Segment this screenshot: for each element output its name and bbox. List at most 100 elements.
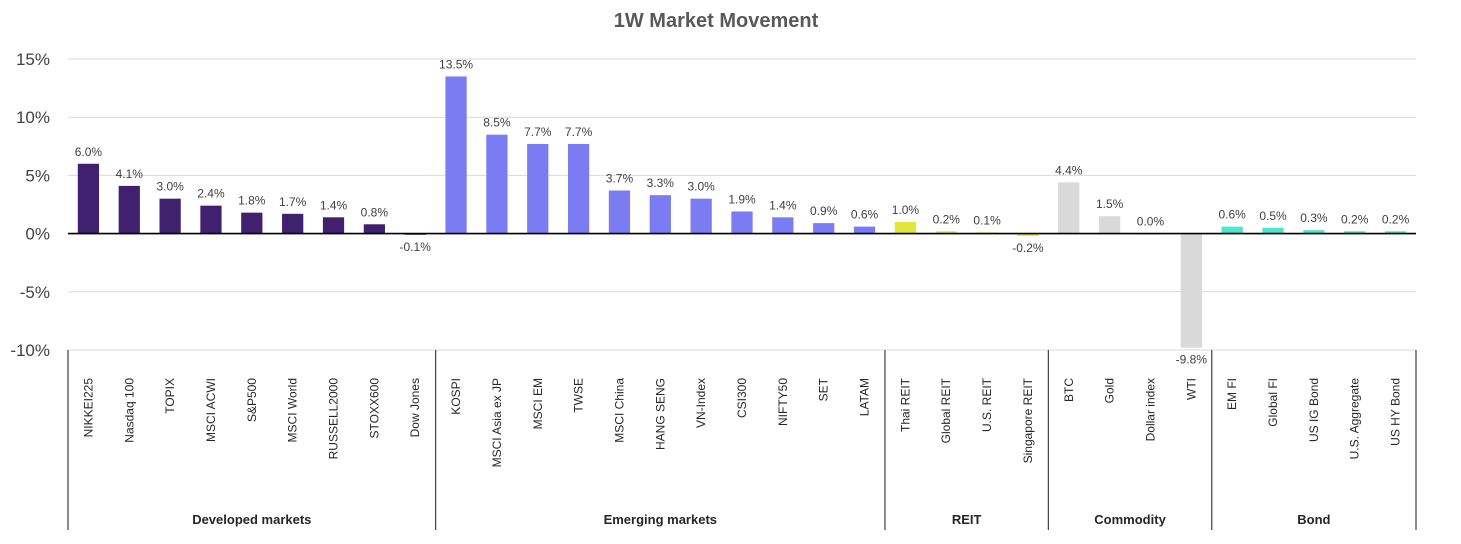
bar <box>1180 233 1202 348</box>
bar <box>445 76 467 234</box>
y-tick-label: 10% <box>16 108 50 127</box>
data-label: 0.2% <box>1382 212 1410 226</box>
bar <box>1344 231 1366 234</box>
bar <box>1058 182 1080 234</box>
bar <box>200 205 222 234</box>
x-tick-label: Thai REIT <box>898 377 912 432</box>
data-label: 1.7% <box>279 195 307 209</box>
data-label: 1.0% <box>892 203 920 217</box>
x-tick-label: CSI300 <box>735 378 749 418</box>
x-tick-label: MSCI EM <box>531 378 545 429</box>
x-tick-label: MSCI World <box>286 378 300 442</box>
data-label: 3.3% <box>647 176 675 190</box>
y-tick-label: -5% <box>20 283 50 302</box>
x-tick-label: KOSPI <box>449 378 463 415</box>
x-tick-label: Nasdaq 100 <box>122 378 136 443</box>
x-tick-label: TWSE <box>572 378 586 413</box>
bar <box>486 134 508 234</box>
bar <box>608 190 631 234</box>
data-label: 0.2% <box>933 212 961 226</box>
x-tick-label: EM FI <box>1225 378 1239 410</box>
bar <box>1262 227 1284 234</box>
bar <box>282 213 304 234</box>
bar <box>159 198 181 234</box>
x-tick-label: NIFTY50 <box>776 378 790 426</box>
data-label: 3.0% <box>687 180 715 194</box>
x-tick-label: VN-Index <box>694 378 708 428</box>
data-label: 3.0% <box>156 180 184 194</box>
bar <box>241 212 263 234</box>
x-tick-label: MSCI Asia ex JP <box>490 378 504 467</box>
x-tick-label: U.S. REIT <box>980 377 994 432</box>
x-tick-label: NIKKEI225 <box>81 378 95 438</box>
group-label: REIT <box>952 512 982 527</box>
x-tick-label: WTI <box>1184 378 1198 400</box>
x-tick-label: US HY Bond <box>1389 378 1403 446</box>
data-label: 0.0% <box>1137 215 1165 229</box>
x-tick-label: U.S. Aggregate <box>1348 378 1362 460</box>
data-label: 2.4% <box>197 187 225 201</box>
bar <box>77 163 100 234</box>
data-label: 0.5% <box>1259 209 1287 223</box>
data-label: 1.5% <box>1096 197 1124 211</box>
x-tick-label: Dollar index <box>1143 378 1157 441</box>
x-tick-label: Global FI <box>1266 378 1280 427</box>
bar <box>363 224 385 234</box>
bar <box>567 143 590 234</box>
bar <box>527 143 549 234</box>
x-tick-label: LATAM <box>858 378 872 416</box>
data-label: 1.4% <box>769 198 797 212</box>
x-tick-label: TOPIX <box>163 378 177 414</box>
data-label: -0.1% <box>400 240 432 254</box>
x-tick-label: Global REIT <box>939 377 953 443</box>
y-tick-label: -10% <box>10 341 50 360</box>
y-tick-label: 0% <box>25 225 50 244</box>
bar <box>690 198 712 234</box>
bar <box>1221 226 1243 234</box>
y-tick-label: 5% <box>25 166 50 185</box>
data-label: 1.9% <box>728 192 756 206</box>
data-label: 0.9% <box>810 204 838 218</box>
x-tick-label: S&P500 <box>245 378 259 422</box>
data-label: 6.0% <box>75 145 103 159</box>
group-label: Emerging markets <box>604 512 717 527</box>
data-label: 0.3% <box>1300 211 1328 225</box>
data-label: -9.8% <box>1176 353 1208 367</box>
group-label: Developed markets <box>192 512 311 527</box>
data-label: 4.4% <box>1055 163 1083 177</box>
bar <box>1017 233 1039 236</box>
data-label: 3.7% <box>606 172 634 186</box>
data-label: 8.5% <box>483 116 511 130</box>
data-label: 0.6% <box>851 208 879 222</box>
data-label: 1.4% <box>320 198 348 212</box>
x-tick-label: STOXX600 <box>367 378 381 439</box>
y-tick-label: 15% <box>16 50 50 69</box>
bar <box>935 231 957 234</box>
data-label: 0.1% <box>973 213 1001 227</box>
x-tick-label: Singapore REIT <box>1021 377 1035 463</box>
data-label: 4.1% <box>116 167 144 181</box>
group-label: Commodity <box>1094 512 1166 527</box>
data-label: 0.6% <box>1219 208 1247 222</box>
bar <box>853 226 876 234</box>
x-tick-label: Gold <box>1103 378 1117 403</box>
data-label: 1.8% <box>238 194 266 208</box>
bar <box>731 211 753 234</box>
bar <box>322 217 345 234</box>
data-label: 0.2% <box>1341 212 1369 226</box>
bar <box>118 185 140 234</box>
data-label: 7.7% <box>565 125 593 139</box>
data-label: 13.5% <box>439 57 473 71</box>
bar <box>1303 230 1325 234</box>
x-tick-label: MSCI ACWI <box>204 378 218 442</box>
bar <box>1099 216 1121 234</box>
bar <box>649 195 671 234</box>
chart-title: 1W Market Movement <box>613 10 819 32</box>
bar <box>1384 231 1407 234</box>
data-label: 7.7% <box>524 125 552 139</box>
bar <box>772 217 794 234</box>
x-tick-label: BTC <box>1062 378 1076 402</box>
data-label: 0.8% <box>361 205 389 219</box>
